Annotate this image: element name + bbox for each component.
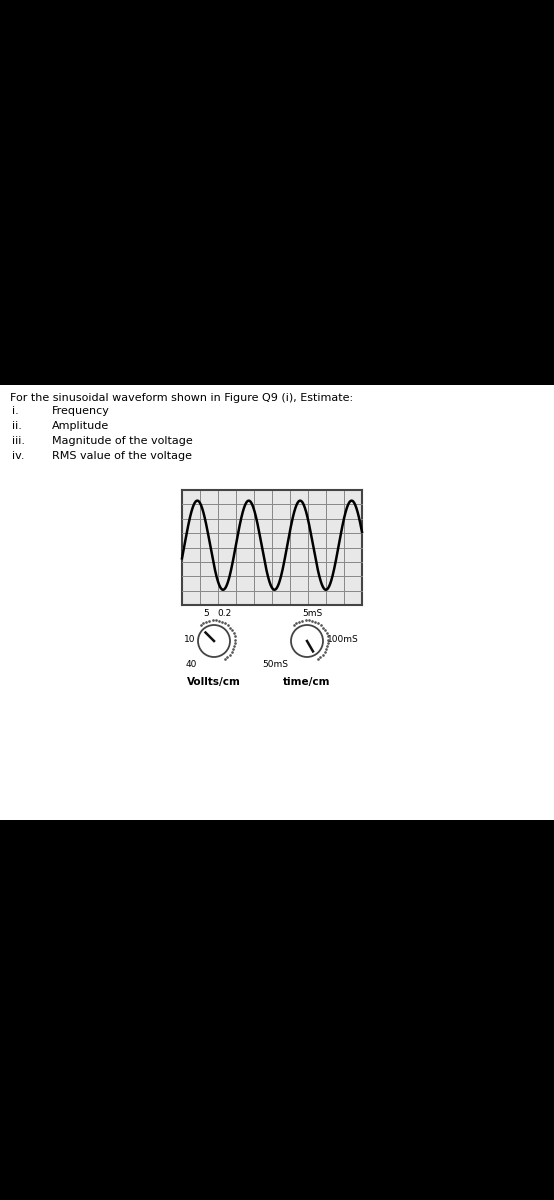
Text: Magnitude of the voltage: Magnitude of the voltage [52,436,193,446]
Text: i.: i. [12,406,19,416]
Text: 10: 10 [183,635,195,643]
Text: Vollts/cm: Vollts/cm [187,677,241,686]
Text: iii.: iii. [12,436,25,446]
Text: 40: 40 [186,660,197,670]
Text: 5: 5 [203,608,209,618]
Text: 100mS: 100mS [327,635,359,643]
Text: 0.2: 0.2 [217,608,231,618]
Text: 50mS: 50mS [262,660,288,670]
Text: Amplitude: Amplitude [52,421,109,431]
Text: For the sinusoidal waveform shown in Figure Q9 (i), Estimate:: For the sinusoidal waveform shown in Fig… [10,392,353,403]
Text: Frequency: Frequency [52,406,110,416]
Text: ii.: ii. [12,421,22,431]
Text: RMS value of the voltage: RMS value of the voltage [52,451,192,461]
Text: time/cm: time/cm [283,677,331,686]
Text: 5mS: 5mS [302,608,322,618]
Bar [0,385,554,820]
Text: iv.: iv. [12,451,24,461]
Circle shape [198,625,230,658]
Bar [182,490,362,605]
Circle shape [291,625,323,658]
